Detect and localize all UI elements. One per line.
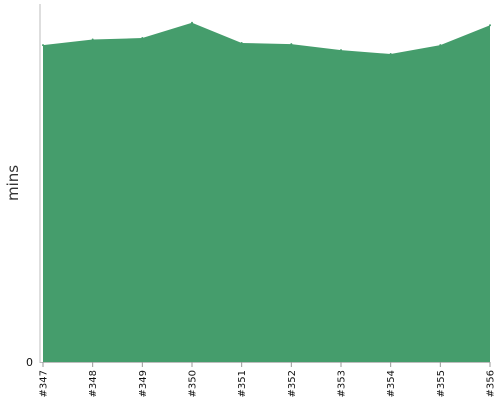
axis-layer [39,4,490,363]
x-tick-label: #349 [138,370,149,397]
x-tick-layer: #347 #348 #349 #350 #351 #352 #353 #354 #355 #356 [39,362,497,397]
x-tick-label: #350 [188,370,199,397]
data-point-355 [439,44,442,47]
data-point-356 [489,24,491,27]
data-point-354 [389,53,392,56]
data-point-353 [340,49,342,52]
area-series [43,22,490,363]
x-tick-label: #351 [237,370,248,397]
y-tick-layer: 0 [26,356,33,369]
data-point-348 [91,38,94,41]
data-point-347 [42,44,44,47]
x-tick-label: #354 [386,370,397,397]
y-axis-label: mins [4,165,22,201]
x-tick-label: #352 [287,370,298,397]
x-tick-label: #348 [88,370,99,397]
data-point-351 [240,42,243,45]
x-tick-label: #356 [486,370,497,397]
x-tick-label: #353 [337,370,348,397]
data-point-350 [191,21,193,24]
data-point-349 [141,37,144,40]
x-tick-label: #355 [436,370,447,397]
x-tick-label: #347 [39,370,50,397]
data-point-352 [290,43,293,46]
y-tick-label: 0 [26,356,33,369]
area-layer [42,21,491,363]
